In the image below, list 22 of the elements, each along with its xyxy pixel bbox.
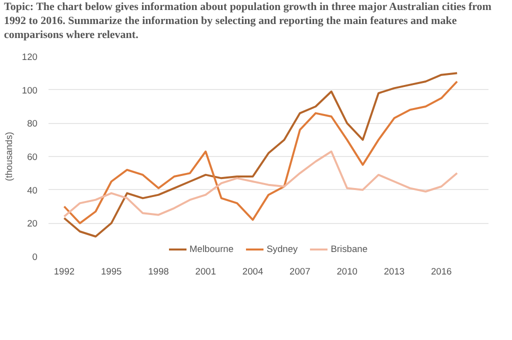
- legend-label: Sydney: [266, 244, 298, 254]
- x-tick-label: 2001: [195, 266, 216, 276]
- x-tick-label: 2013: [384, 266, 405, 276]
- x-tick-label: 2010: [336, 266, 358, 276]
- y-tick-label: 40: [27, 185, 38, 196]
- y-tick-label: 60: [27, 152, 38, 162]
- x-tick-label: 2016: [430, 266, 452, 276]
- y-axis-title: (thousands): [4, 132, 14, 182]
- chart-title: Topic: The chart below gives information about population growth in three major Australian cities from 1992 to 2016. Summarize the information by selecting and reporting the main features and make comparisons where relevant.: [4, 0, 492, 42]
- x-tick-label: 2004: [242, 266, 264, 276]
- x-tick-label: 1998: [148, 266, 169, 276]
- x-tick-label: 2007: [290, 266, 310, 276]
- legend-label: Melbourne: [189, 244, 234, 254]
- legend-label: Brisbane: [330, 244, 368, 254]
- line-series: [63, 150, 458, 218]
- y-tick-label: 0: [32, 252, 38, 262]
- y-tick-label: 20: [27, 218, 38, 229]
- x-tick-label: 1992: [54, 266, 75, 276]
- y-tick-label: 120: [22, 52, 38, 62]
- y-tick-label: 80: [27, 118, 38, 129]
- x-tick-label: 1995: [100, 266, 122, 276]
- y-tick-label: 100: [22, 85, 38, 96]
